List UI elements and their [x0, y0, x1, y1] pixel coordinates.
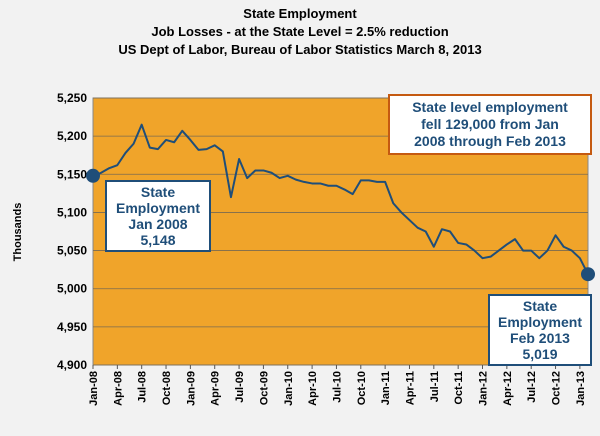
- start-callout-line-1: State: [140, 184, 176, 200]
- chart-subtitle: Job Losses - at the State Level = 2.5% r…: [151, 24, 449, 39]
- x-tick-label: Oct-09: [258, 371, 270, 405]
- x-tick-label: Apr-11: [404, 371, 416, 405]
- x-tick-label: Apr-12: [502, 371, 514, 406]
- start-callout-line-2: Employment: [115, 200, 200, 216]
- end-callout-line-2: Employment: [497, 314, 582, 330]
- y-tick-label: 5,250: [57, 91, 87, 105]
- y-tick-label: 5,150: [57, 167, 87, 181]
- x-tick-label: Jul-09: [234, 371, 246, 403]
- start-callout-line-4: 5,148: [140, 232, 176, 248]
- end-callout-line-4: 5,019: [522, 346, 558, 362]
- x-tick-label: Jan-11: [380, 371, 392, 405]
- x-tick-label: Oct-12: [551, 371, 563, 405]
- x-tick-label: Oct-11: [453, 371, 465, 405]
- x-tick-label: Jan-12: [478, 371, 490, 406]
- x-tick-label: Jul-11: [429, 371, 441, 402]
- start-point-marker: [86, 168, 100, 183]
- x-tick-label: Jul-08: [137, 371, 149, 403]
- summary-callout: State level employment fell 129,000 from…: [388, 94, 592, 155]
- y-tick-label: 4,950: [57, 320, 87, 334]
- end-point-marker: [581, 267, 595, 282]
- x-tick-label: Oct-10: [356, 371, 368, 405]
- chart-title: State Employment: [243, 6, 357, 21]
- y-axis-label: Thousands: [12, 203, 24, 262]
- x-tick-label: Apr-08: [112, 371, 124, 406]
- x-tick-label: Jul-10: [331, 371, 343, 403]
- start-callout-line-3: Jan 2008: [128, 216, 188, 232]
- x-tick-label: Jan-13: [575, 371, 587, 406]
- y-tick-label: 5,100: [57, 205, 87, 219]
- y-tick-label: 4,900: [57, 358, 87, 372]
- x-tick-label: Jan-08: [88, 371, 100, 406]
- summary-line-2: fell 129,000 from Jan: [421, 116, 559, 132]
- y-tick-label: 5,200: [57, 129, 87, 143]
- chart-source: US Dept of Labor, Bureau of Labor Statis…: [118, 42, 482, 57]
- start-callout: State Employment Jan 2008 5,148: [105, 180, 211, 252]
- summary-line-3: 2008 through Feb 2013: [414, 133, 566, 149]
- end-callout-line-1: State: [522, 298, 558, 314]
- series-line: [92, 123, 589, 275]
- x-tick-label: Jan-09: [185, 371, 197, 406]
- y-tick-label: 5,050: [57, 244, 87, 258]
- summary-line-1: State level employment: [412, 99, 568, 115]
- x-tick-label: Jan-10: [283, 371, 295, 406]
- end-callout-line-3: Feb 2013: [510, 330, 570, 346]
- x-tick-label: Oct-08: [161, 371, 173, 405]
- x-tick-label: Apr-10: [307, 371, 319, 406]
- x-tick-label: Apr-09: [210, 371, 222, 406]
- y-tick-label: 5,000: [57, 282, 87, 296]
- x-tick-label: Jul-12: [526, 371, 538, 403]
- end-callout: State Employment Feb 2013 5,019: [488, 294, 592, 366]
